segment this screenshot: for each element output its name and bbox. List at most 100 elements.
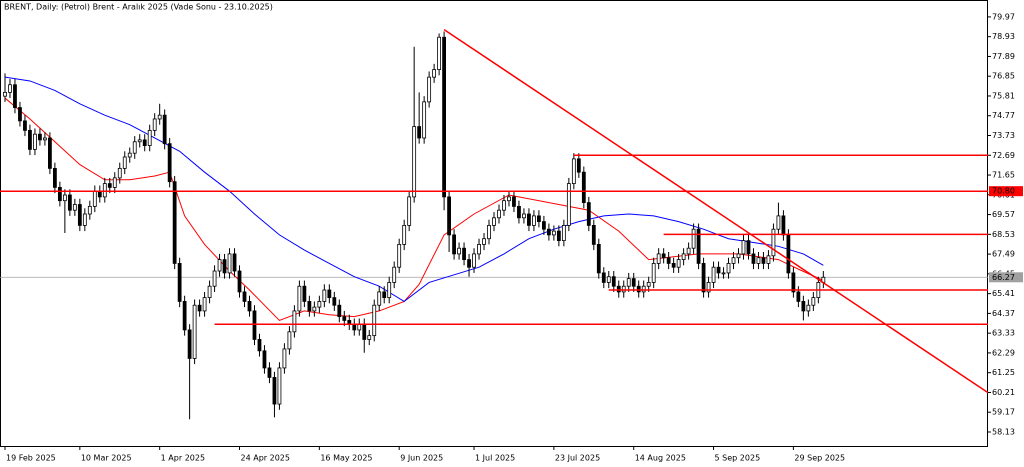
candle-body — [586, 202, 591, 226]
candle-body — [616, 285, 621, 293]
candle-body — [427, 76, 432, 103]
candle-body — [661, 253, 666, 259]
x-tick-label: 16 May 2025 — [320, 454, 372, 463]
candle-body — [52, 167, 57, 188]
y-tick-label: 63.33 — [992, 329, 1015, 338]
candle-body — [576, 158, 581, 173]
candle-body — [162, 114, 167, 145]
x-tick-label: 14 Aug 2025 — [635, 454, 686, 463]
candle-body — [227, 253, 232, 274]
candle-body — [596, 244, 601, 274]
candle-body — [517, 205, 521, 219]
candle-body — [67, 194, 72, 211]
candle-body — [72, 204, 77, 211]
candle-body — [746, 240, 751, 255]
y-tick-label: 65.41 — [992, 289, 1015, 298]
candle-body — [497, 209, 501, 219]
candle-body — [327, 289, 332, 299]
y-tick-label: 68.53 — [992, 230, 1015, 239]
candle-body — [242, 291, 247, 302]
candle-body — [392, 266, 397, 283]
candle-body — [492, 217, 496, 226]
candle-body — [48, 137, 52, 169]
candle-body — [272, 377, 277, 405]
candle-body — [546, 228, 551, 236]
candle-body — [477, 244, 481, 255]
candle-body — [751, 253, 756, 264]
candle-body — [581, 171, 586, 203]
price-label: 70.80 — [992, 187, 1015, 196]
candle-body — [487, 225, 491, 240]
candle-body — [721, 272, 726, 275]
candle-body — [801, 301, 806, 312]
candle-body — [377, 291, 382, 306]
candle-body — [422, 101, 427, 139]
price-label: 66.27 — [992, 273, 1015, 282]
y-tick-label: 75.81 — [992, 91, 1015, 100]
x-tick-label: 9 Jun 2025 — [400, 454, 443, 463]
candle-body — [716, 266, 721, 274]
candle-body — [33, 133, 37, 150]
candle-body — [252, 310, 257, 340]
candle-body — [691, 228, 696, 249]
candle-body — [532, 215, 536, 226]
y-tick-label: 64.37 — [992, 309, 1015, 318]
candle-body — [771, 228, 776, 257]
candle-body — [92, 190, 97, 207]
candle-body — [212, 270, 217, 287]
candle-body — [636, 285, 641, 293]
candle-body — [18, 107, 22, 122]
candle-body — [282, 348, 287, 369]
candle-body — [122, 156, 127, 169]
y-tick-label: 76.85 — [992, 72, 1015, 81]
axes: 79.97 78.93 77.89 76.85 75.81 74.77 73.73 72.69… — [4, 12, 1023, 463]
candle-body — [332, 297, 337, 306]
candle-body — [776, 215, 781, 230]
candle-body — [606, 276, 611, 283]
candle-body — [382, 291, 387, 299]
candle-body — [257, 339, 262, 352]
candle-body — [611, 276, 616, 287]
y-tick-label: 58.13 — [992, 427, 1015, 436]
candle-body — [297, 285, 302, 312]
candle-body — [317, 301, 322, 308]
candle-body — [452, 234, 456, 255]
candle-body — [222, 259, 227, 274]
candle-body — [686, 247, 691, 255]
candle-body — [656, 253, 661, 264]
candle-body — [761, 257, 766, 264]
candle-body — [781, 215, 786, 236]
x-tick-label: 10 Mar 2025 — [81, 454, 132, 463]
candle-body — [741, 240, 746, 255]
candle-body — [551, 230, 556, 236]
price-label-box — [989, 186, 1023, 197]
candle-body — [651, 263, 656, 283]
candle-body — [681, 253, 686, 261]
candle-body — [417, 126, 422, 139]
candle-body — [621, 285, 626, 293]
candle-body — [726, 263, 731, 274]
y-tick-label: 72.69 — [992, 151, 1015, 160]
candle-body — [561, 225, 566, 242]
candle-body — [277, 367, 282, 405]
candle-body — [38, 133, 42, 141]
candle-body — [527, 213, 531, 226]
candle-body — [142, 139, 147, 146]
y-tick-label: 78.93 — [992, 32, 1015, 41]
candle-body — [102, 183, 107, 198]
candle-body — [177, 263, 182, 302]
candle-body — [167, 143, 172, 183]
x-tick-label: 1 Jul 2025 — [475, 454, 515, 463]
y-tick-label: 69.57 — [992, 210, 1015, 219]
candle-body — [756, 257, 761, 264]
candle-body — [701, 263, 706, 293]
candle-body — [342, 316, 347, 321]
candle-body — [791, 272, 796, 293]
y-tick-label: 71.65 — [992, 171, 1015, 180]
candle-body — [566, 183, 571, 226]
candle-body — [77, 204, 82, 226]
candle-body — [337, 304, 342, 318]
candle-body — [97, 190, 102, 198]
candle-body — [8, 84, 12, 93]
candle-body — [192, 304, 197, 359]
